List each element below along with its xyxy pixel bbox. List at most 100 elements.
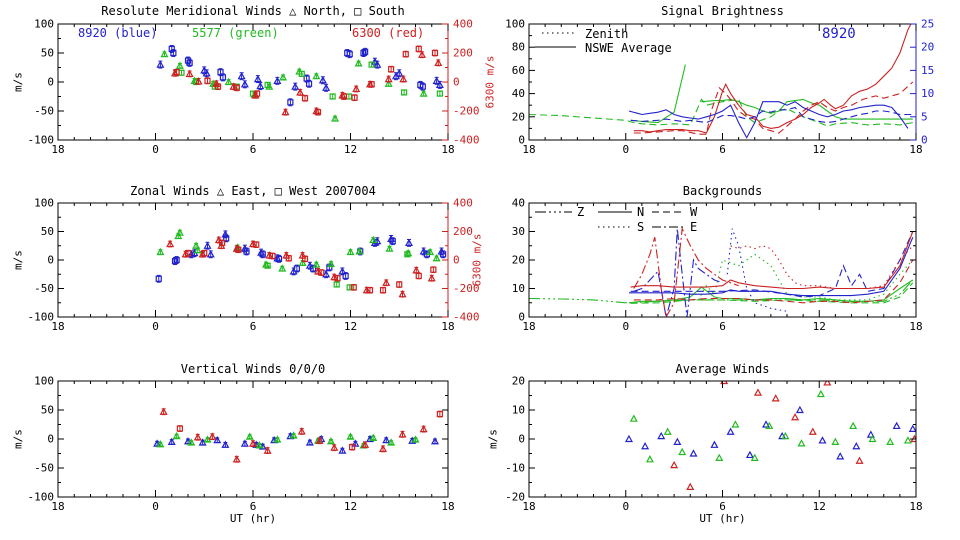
svg-text:200: 200: [453, 225, 473, 238]
svg-text:-100: -100: [28, 311, 55, 324]
svg-text:6: 6: [719, 500, 726, 513]
svg-text:18: 18: [522, 320, 535, 333]
svg-text:0: 0: [518, 311, 525, 324]
panel-signal-brightness: 18 0 6 12 18 0 20 40 60 80 100 0 5 10 15 20 25: [480, 0, 960, 180]
legend-n-label: N: [637, 205, 645, 219]
svg-text:6: 6: [250, 320, 257, 333]
y-axis-label-average: m/s: [486, 429, 500, 449]
title-signal-brightness: Signal Brightness: [661, 4, 784, 18]
svg-text:0: 0: [47, 76, 54, 89]
svg-text:0: 0: [47, 254, 54, 267]
svg-text:12: 12: [344, 500, 357, 513]
right-axis-label-zonal: 6300 m/s: [470, 233, 484, 287]
svg-text:10: 10: [512, 282, 525, 295]
legend-w-label: W: [690, 205, 698, 219]
svg-text:-200: -200: [453, 105, 480, 118]
svg-text:18: 18: [909, 143, 922, 156]
svg-text:0: 0: [152, 500, 159, 513]
annotation-8920: 8920: [822, 26, 856, 42]
legend-6300-red: 6300 (red): [352, 26, 425, 40]
svg-text:40: 40: [512, 197, 525, 210]
svg-text:200: 200: [453, 47, 473, 60]
svg-text:0: 0: [622, 320, 629, 333]
svg-text:0: 0: [518, 433, 525, 446]
title-zonal-winds: Zonal Winds △ East, □ West 2007004: [130, 184, 376, 198]
svg-text:100: 100: [34, 197, 54, 210]
svg-text:0: 0: [622, 143, 629, 156]
svg-text:6: 6: [719, 320, 726, 333]
svg-text:10: 10: [512, 404, 525, 417]
svg-text:6: 6: [250, 500, 257, 513]
svg-text:-100: -100: [28, 134, 55, 147]
svg-text:60: 60: [512, 64, 525, 77]
svg-text:-50: -50: [34, 105, 54, 118]
svg-text:20: 20: [512, 375, 525, 388]
y-axis-label-vertical: m/s: [11, 429, 25, 449]
svg-text:50: 50: [41, 47, 54, 60]
svg-text:100: 100: [505, 18, 525, 31]
svg-text:18: 18: [909, 320, 922, 333]
svg-text:5: 5: [921, 110, 928, 123]
legend-zenith-label: Zenith: [585, 27, 629, 41]
svg-text:20: 20: [512, 110, 525, 123]
legend-e-label: E: [690, 220, 698, 234]
svg-text:12: 12: [813, 143, 826, 156]
svg-text:18: 18: [441, 320, 454, 333]
svg-text:-10: -10: [505, 462, 525, 475]
svg-text:0: 0: [453, 76, 460, 89]
svg-text:20: 20: [512, 254, 525, 267]
title-average-winds: Average Winds: [675, 362, 770, 376]
svg-text:18: 18: [909, 500, 922, 513]
svg-text:18: 18: [441, 143, 454, 156]
svg-text:18: 18: [51, 143, 64, 156]
x-axis-label-average: UT (hr): [699, 512, 746, 525]
svg-text:6: 6: [719, 143, 726, 156]
panel-meridional-winds: 18 0 6 12 18 -100 -50 0 50 100 -400 -200 0 200 400: [0, 0, 480, 180]
title-meridional-winds: Resolute Meridional Winds △ North, □ Sou…: [101, 4, 405, 18]
svg-text:0: 0: [921, 134, 928, 147]
svg-text:25: 25: [921, 18, 934, 31]
svg-text:18: 18: [522, 143, 535, 156]
svg-text:18: 18: [441, 500, 454, 513]
svg-text:-400: -400: [453, 311, 480, 324]
svg-text:12: 12: [344, 320, 357, 333]
svg-text:100: 100: [34, 375, 54, 388]
legend-nswe-average-label: NSWE Average: [585, 41, 672, 55]
svg-text:40: 40: [512, 87, 525, 100]
svg-text:-400: -400: [453, 134, 480, 147]
y-axis-label-zonal: m/s: [11, 250, 25, 270]
svg-text:-50: -50: [34, 462, 54, 475]
legend-s-label: S: [637, 220, 645, 234]
svg-text:0: 0: [152, 143, 159, 156]
legend-8920-blue: 8920 (blue): [78, 26, 158, 40]
svg-text:6: 6: [250, 143, 257, 156]
svg-text:0: 0: [152, 320, 159, 333]
svg-text:30: 30: [512, 225, 525, 238]
panel-backgrounds: 18 0 6 12 18 0 10 20 30 40: [480, 180, 960, 360]
panel-zonal-winds: 18 0 6 12 18 -100 -50 0 50 100 -400 -200 0 200 400: [0, 180, 480, 360]
svg-text:0: 0: [622, 500, 629, 513]
svg-text:0: 0: [47, 433, 54, 446]
svg-text:18: 18: [51, 320, 64, 333]
svg-text:12: 12: [813, 320, 826, 333]
svg-text:400: 400: [453, 197, 473, 210]
title-vertical-winds: Vertical Winds 0/0/0: [180, 362, 326, 376]
svg-text:100: 100: [34, 18, 54, 31]
legend-5577-green: 5577 (green): [192, 26, 279, 40]
svg-text:0: 0: [518, 134, 525, 147]
svg-text:12: 12: [813, 500, 826, 513]
svg-text:80: 80: [512, 41, 525, 54]
legend-z-label: Z: [577, 205, 585, 219]
right-axis-label-meridional: 6300 m/s: [483, 55, 497, 109]
svg-text:-200: -200: [453, 282, 480, 295]
svg-text:18: 18: [51, 500, 64, 513]
svg-text:0: 0: [453, 254, 460, 267]
svg-text:10: 10: [921, 87, 934, 100]
y-axis-label-meridional: m/s: [11, 72, 25, 92]
svg-text:20: 20: [921, 41, 934, 54]
svg-text:18: 18: [522, 500, 535, 513]
svg-text:50: 50: [41, 225, 54, 238]
svg-text:12: 12: [344, 143, 357, 156]
svg-text:-20: -20: [505, 491, 525, 504]
